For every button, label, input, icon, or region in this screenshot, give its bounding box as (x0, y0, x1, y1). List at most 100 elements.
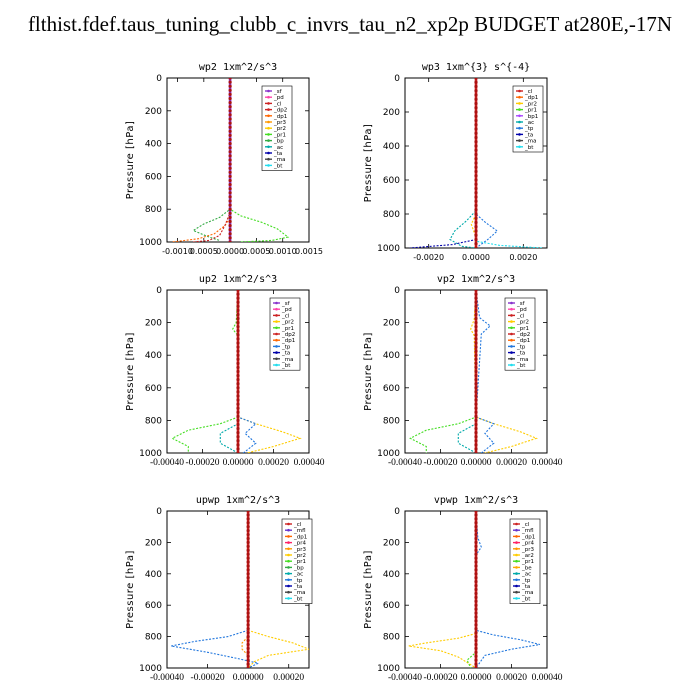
y-tick-label: 1000 (377, 664, 400, 674)
series-point (474, 304, 478, 308)
series-point (474, 161, 478, 165)
legend-label: _ac (521, 572, 531, 578)
series-point (474, 216, 478, 220)
legend-marker (267, 108, 270, 111)
series-point (474, 144, 478, 148)
series-point (246, 572, 250, 576)
series-point (228, 183, 232, 187)
series-point (474, 246, 478, 248)
series-point (228, 232, 232, 236)
legend-marker (518, 126, 521, 130)
legend-label: _bt (516, 363, 526, 369)
series-point (246, 580, 250, 584)
series-point (474, 431, 478, 435)
legend-marker (510, 338, 513, 342)
series-point (236, 353, 240, 357)
series-point (236, 435, 240, 439)
legend-marker (267, 145, 270, 149)
legend-marker (515, 597, 518, 600)
legend-marker (287, 590, 290, 594)
series-line-dp1 (172, 78, 231, 242)
series-point (474, 402, 478, 406)
legend-marker (275, 326, 278, 330)
series-point (228, 78, 232, 80)
legend-label: _bt (281, 363, 291, 369)
series-point (474, 410, 478, 414)
y-tick-label: 800 (383, 633, 400, 643)
legend-marker (287, 522, 290, 526)
x-tick-label: -0.00040 (388, 458, 422, 468)
series-point (474, 382, 478, 386)
legend-marker (518, 145, 521, 149)
legend-marker (275, 338, 278, 342)
x-tick-label: 0.00040 (532, 673, 563, 683)
x-tick-label: 0.0015 (295, 247, 323, 256)
legend-label: _bp (273, 139, 284, 145)
panel-title: vp2 1xm^2/s^3 (437, 274, 515, 285)
legend-label: _tp (521, 578, 531, 584)
y-tick-label: 400 (383, 570, 400, 580)
series-point (474, 439, 478, 443)
series-point (474, 666, 478, 668)
series-line-pr2 (247, 511, 309, 668)
y-tick-label: 600 (145, 172, 162, 182)
series-point (246, 552, 250, 556)
series-point (236, 378, 240, 382)
legend-label: _ma (524, 139, 536, 145)
legend-label: _bp (293, 565, 304, 571)
legend-marker (515, 584, 518, 588)
legend-marker (275, 314, 278, 317)
y-tick-label: 1000 (377, 244, 400, 254)
y-tick-label: 800 (383, 210, 400, 220)
series-point (236, 345, 240, 349)
panel-title: upwp 1xm^2/s^3 (196, 495, 280, 506)
series-point (474, 595, 478, 599)
legend-label: _bt (293, 596, 303, 602)
legend: _cl_dp1_pr2_pr1_bp1_ac_tp_ta_ma_bt (512, 85, 544, 153)
series-point (474, 89, 478, 93)
legend-label: _cl (293, 522, 302, 528)
x-tick-label: 0.00020 (496, 458, 527, 468)
series-point (228, 211, 232, 215)
series-point (474, 290, 478, 292)
series-point (246, 568, 250, 572)
series-point (228, 207, 232, 211)
series-point (474, 394, 478, 398)
y-axis-label: Pressure [hPa] (363, 550, 374, 629)
series-point (246, 635, 250, 639)
legend-marker (275, 301, 278, 305)
series-point (236, 406, 240, 410)
series-point (474, 165, 478, 169)
series-point (474, 662, 478, 666)
y-tick-label: 0 (156, 74, 162, 84)
y-tick-label: 800 (383, 416, 400, 426)
legend-label: _pr2 (273, 126, 286, 132)
series-point (474, 443, 478, 447)
series-point (228, 142, 232, 146)
legend-marker (287, 572, 290, 575)
series-point (474, 329, 478, 333)
x-tick-label: 0.00000 (223, 458, 254, 468)
series-group (171, 290, 302, 453)
y-tick-label: 1000 (139, 238, 162, 248)
y-tick-label: 800 (145, 633, 162, 643)
x-tick-label: 0.00040 (294, 458, 325, 468)
legend-label: _dp1 (521, 534, 535, 540)
series-point (474, 208, 478, 212)
legend-label: _ta (521, 584, 530, 590)
y-axis-label: Pressure [hPa] (363, 332, 374, 411)
chart-panel-2: wp3 1xm^{3} s^{-4} 0 200 400 600 800 1000 Press… (363, 62, 548, 262)
legend-marker (287, 553, 290, 557)
series-point (246, 615, 250, 619)
series-point (474, 583, 478, 588)
series-point (246, 536, 250, 541)
series-point (246, 607, 250, 611)
series-point (474, 386, 478, 390)
series-point (474, 529, 478, 533)
legend-label: _ta (281, 351, 290, 357)
legend-marker (287, 535, 290, 538)
figure-title: flthist.fdef.taus_tuning_clubb_c_invrs_t… (27, 12, 673, 36)
series-point (236, 451, 240, 453)
series-point (236, 418, 240, 422)
